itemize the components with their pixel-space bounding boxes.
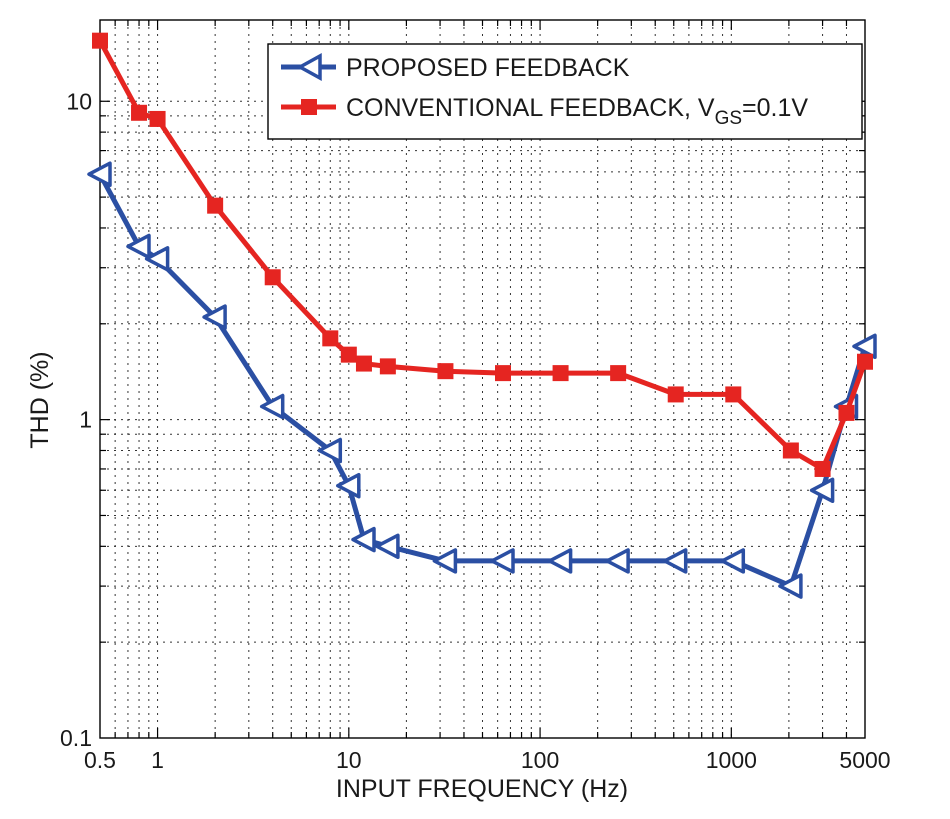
data-point xyxy=(720,548,746,574)
data-point xyxy=(379,358,396,375)
x-tick-label: 1000 xyxy=(706,747,757,773)
legend-box xyxy=(267,43,863,140)
legend-label-conventional-tail: =0.1V xyxy=(742,94,808,122)
x-tick-labels: 0.5 1 10 100 1000 5000 xyxy=(84,747,891,773)
data-point xyxy=(725,386,742,403)
data-point xyxy=(202,304,227,330)
legend-label-conventional: CONVENTIONAL FEEDBACK, VGS=0.1V xyxy=(346,94,808,129)
data-point xyxy=(131,104,148,121)
x-tick-label: 10 xyxy=(336,747,362,773)
data-point xyxy=(857,353,873,370)
x-tick-label: 1 xyxy=(151,747,164,773)
x-tick-label: 0.5 xyxy=(84,747,116,773)
data-point xyxy=(662,548,688,574)
legend-marker-conventional xyxy=(301,99,317,115)
data-point xyxy=(340,346,357,363)
data-point xyxy=(87,161,112,187)
plot-frame xyxy=(99,19,866,739)
data-point xyxy=(610,365,627,382)
data-point xyxy=(552,365,569,382)
data-point xyxy=(667,386,684,403)
y-tick-label: 1 xyxy=(79,407,92,433)
data-point xyxy=(809,477,835,504)
data-point xyxy=(495,365,512,382)
data-point xyxy=(207,197,224,214)
data-point xyxy=(336,472,361,499)
x-tick-label: 5000 xyxy=(839,747,890,773)
y-axis-label: THD (%) xyxy=(26,351,54,448)
data-point xyxy=(317,437,343,464)
data-point xyxy=(490,548,515,574)
data-point xyxy=(351,526,376,553)
data-point xyxy=(149,110,166,127)
data-point xyxy=(259,393,285,420)
data-point xyxy=(322,330,339,347)
data-point xyxy=(264,269,281,286)
data-point xyxy=(126,233,151,260)
legend: PROPOSED FEEDBACK CONVENTIONAL FEEDBACK,… xyxy=(267,43,863,140)
y-tick-labels: 0.1 1 10 xyxy=(60,88,92,751)
data-point xyxy=(437,363,454,380)
data-point xyxy=(144,246,170,272)
x-tick-label: 100 xyxy=(521,747,559,773)
legend-marker-proposed xyxy=(296,53,322,81)
y-tick-label: 10 xyxy=(66,88,92,114)
data-point xyxy=(432,548,458,574)
data-point xyxy=(355,355,372,372)
data-point xyxy=(778,573,803,599)
legend-label-conventional-main: CONVENTIONAL FEEDBACK, V xyxy=(346,94,715,122)
data-point xyxy=(782,442,799,459)
series-conventional xyxy=(92,32,873,477)
data-point xyxy=(814,460,831,477)
x-axis-label: INPUT FREQUENCY (Hz) xyxy=(336,775,628,803)
data-point xyxy=(605,548,630,574)
data-point xyxy=(375,533,400,560)
data-point xyxy=(838,404,855,421)
data-point xyxy=(547,548,573,574)
series-layer xyxy=(87,32,877,599)
legend-label-conventional-sub: GS xyxy=(715,108,742,129)
data-point xyxy=(852,333,877,360)
legend-label-proposed: PROPOSED FEEDBACK xyxy=(346,54,630,82)
data-point xyxy=(92,32,108,49)
y-tick-label: 0.1 xyxy=(60,725,92,751)
